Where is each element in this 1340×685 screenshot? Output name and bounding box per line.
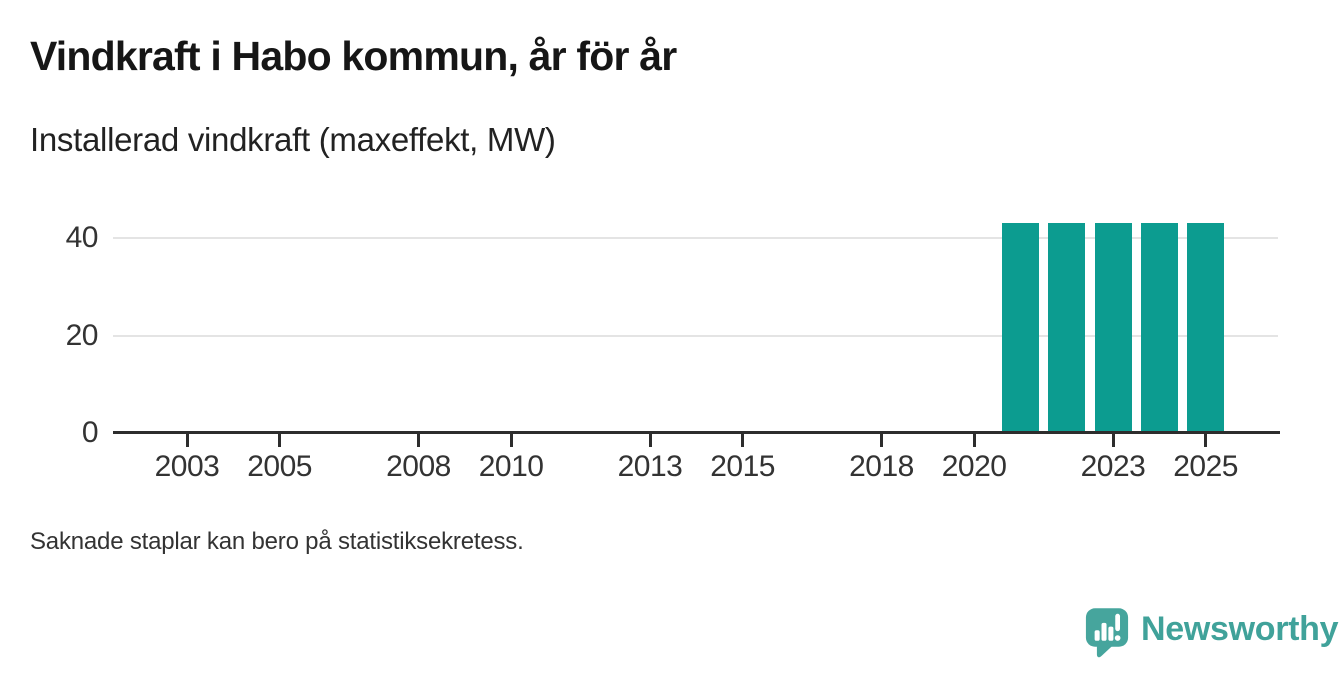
gridline-20: [113, 334, 1278, 337]
x-axis-label-2020: 2020: [941, 450, 1007, 483]
x-axis-line: [113, 431, 1280, 434]
x-tick-2018: [880, 434, 883, 447]
y-axis-label-0: 0: [81, 416, 99, 449]
bar-2025: [1187, 223, 1225, 433]
bar-2022: [1048, 223, 1086, 433]
x-axis-label-2025: 2025: [1173, 450, 1238, 483]
y-axis-label-20: 20: [65, 318, 99, 352]
x-axis-label-2015: 2015: [710, 450, 775, 483]
gridline-40: [113, 237, 1278, 239]
x-tick-2025: [1204, 434, 1208, 447]
bar-2021: [1001, 223, 1039, 433]
x-tick-2005: [278, 434, 282, 447]
y-axis-label-40: 40: [65, 221, 99, 254]
x-tick-2020: [972, 434, 976, 447]
x-tick-2015: [741, 434, 745, 447]
chart-title: Vindkraft i Habo kommun, år för år: [30, 33, 677, 79]
x-axis-label-2013: 2013: [617, 450, 683, 483]
bar-2024: [1140, 223, 1178, 433]
x-tick-2003: [185, 434, 189, 447]
x-axis-label-2018: 2018: [849, 450, 914, 483]
newsworthy-logo-text: Newsworthy: [1141, 609, 1339, 648]
x-axis-label-2023: 2023: [1080, 450, 1146, 483]
x-axis-label-2005: 2005: [247, 450, 312, 483]
x-axis-label-2010: 2010: [478, 450, 544, 483]
bar-2023: [1094, 223, 1132, 433]
x-axis-label-2003: 2003: [154, 450, 220, 483]
newsworthy-brand: Newsworthy: [1085, 607, 1339, 659]
x-tick-2010: [509, 434, 513, 447]
x-axis-label-2008: 2008: [386, 450, 451, 483]
x-tick-2013: [648, 434, 652, 447]
chart-footnote: Saknade staplar kan bero på statistiksek…: [30, 528, 524, 555]
chart-subtitle: Installerad vindkraft (maxeffekt, MW): [30, 121, 556, 158]
x-tick-2008: [417, 434, 420, 447]
newsworthy-logo-icon: [1085, 608, 1129, 658]
x-tick-2023: [1111, 434, 1115, 447]
